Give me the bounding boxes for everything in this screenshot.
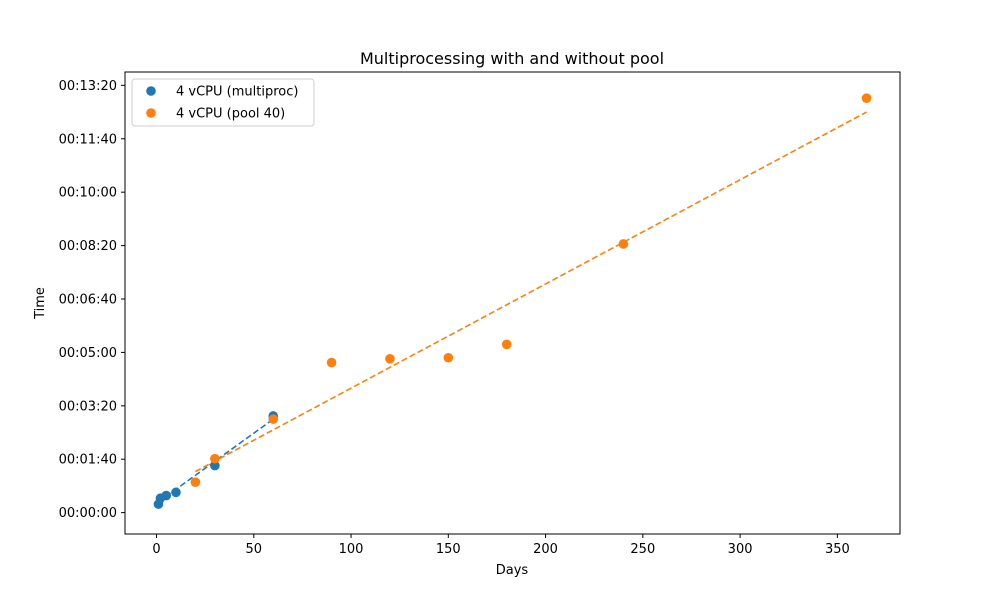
legend-marker xyxy=(146,108,156,118)
y-tick-label: 00:03:20 xyxy=(59,399,117,414)
y-tick-label: 00:11:40 xyxy=(59,132,117,147)
x-tick-label: 150 xyxy=(436,542,461,557)
legend: 4 vCPU (multiproc) 4 vCPU (pool 40) xyxy=(131,78,315,127)
scatter-point xyxy=(190,477,201,487)
data-points xyxy=(153,93,872,509)
scatter-point xyxy=(385,354,395,364)
x-axis-title: Days xyxy=(496,563,529,578)
y-axis: 00:00:00 00:01:40 00:03:20 00:05:00 00:06:40… xyxy=(59,79,125,521)
x-tick-label: 50 xyxy=(246,542,263,557)
y-tick-label: 00:13:20 xyxy=(59,79,117,94)
trend-line xyxy=(195,111,867,473)
x-tick-label: 0 xyxy=(152,542,160,557)
x-tick-label: 300 xyxy=(728,542,753,557)
scatter-point xyxy=(161,490,172,501)
plot-frame xyxy=(124,71,901,535)
y-tick-label: 00:05:00 xyxy=(59,346,117,361)
scatter-point xyxy=(268,414,279,424)
scatter-point xyxy=(443,352,454,363)
scatter-point xyxy=(501,339,512,350)
scatter-point xyxy=(171,487,181,498)
scatter-point xyxy=(861,93,872,103)
x-tick-label: 250 xyxy=(630,542,655,557)
chart-title: Multiprocessing with and without pool xyxy=(360,49,664,68)
trend-lines xyxy=(157,111,867,503)
x-tick-label: 100 xyxy=(339,542,364,557)
y-tick-label: 00:00:00 xyxy=(59,506,117,521)
scatter-point xyxy=(326,357,337,368)
scatter-point xyxy=(210,453,220,464)
legend-label: 4 vCPU (multiproc) xyxy=(176,85,298,100)
y-tick-label: 00:06:40 xyxy=(59,292,117,307)
y-tick-label: 00:08:20 xyxy=(59,239,117,254)
legend-box xyxy=(131,78,315,127)
y-tick-label: 00:01:40 xyxy=(59,453,117,468)
legend-marker xyxy=(146,86,156,96)
legend-label: 4 vCPU (pool 40) xyxy=(176,107,285,122)
x-tick-label: 200 xyxy=(533,542,558,557)
scatter-point xyxy=(618,239,629,249)
y-axis-title: Time xyxy=(33,287,48,320)
x-axis: 0 50 100 150 200 250 300 350 xyxy=(152,534,850,557)
x-tick-label: 350 xyxy=(825,542,850,557)
y-tick-label: 00:10:00 xyxy=(59,186,117,201)
scatter-point xyxy=(210,460,220,471)
